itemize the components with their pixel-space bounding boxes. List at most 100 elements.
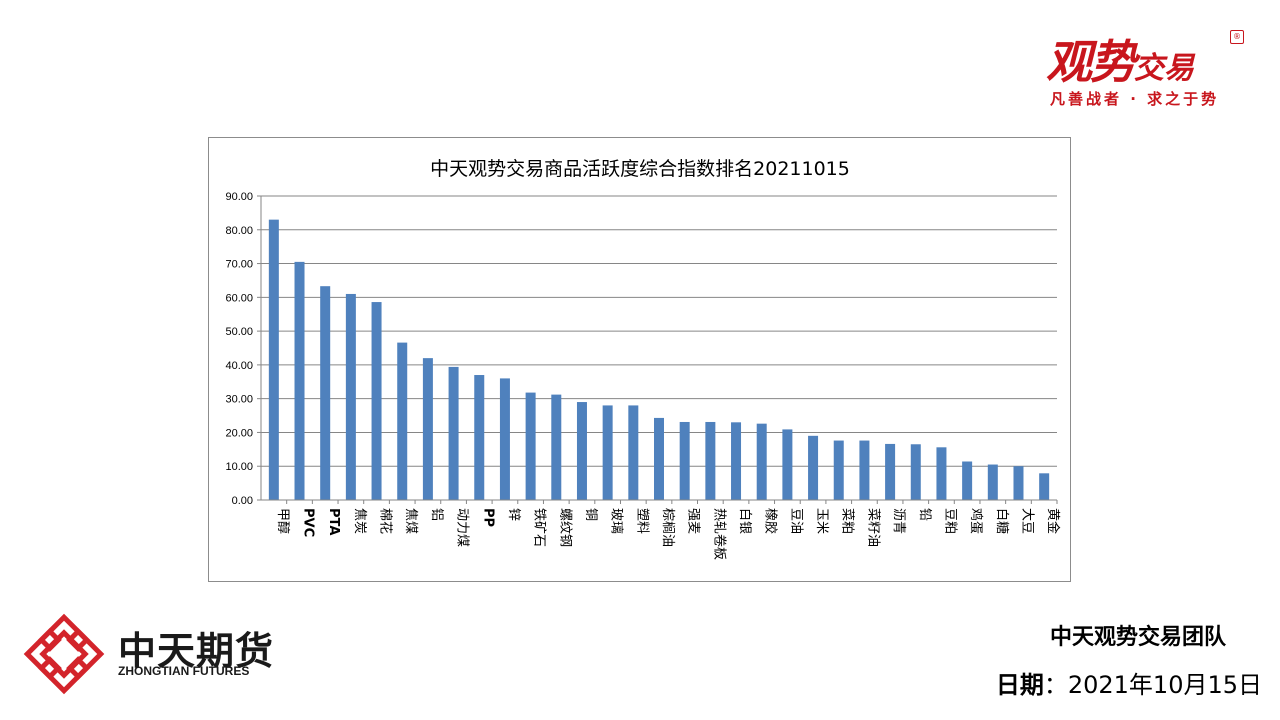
y-tick-label: 20.00 <box>225 427 253 439</box>
emblem-square <box>37 627 62 652</box>
date-value: 2021年10月15日 <box>1067 671 1262 699</box>
y-tick-label: 0.00 <box>232 495 253 507</box>
x-tick-label: 橡胶 <box>763 508 779 534</box>
company-emblem-icon <box>23 613 105 695</box>
x-tick-label: 沥青 <box>891 508 906 534</box>
x-tick-label: 塑料 <box>634 508 649 534</box>
company-logo: 中天期货 ZHONGTIAN FUTURES <box>22 612 282 698</box>
x-tick-label: 黄金 <box>1045 508 1061 534</box>
bar <box>422 358 433 500</box>
brand-title-small: 交易 <box>1134 51 1194 86</box>
y-tick-label: 40.00 <box>225 360 253 372</box>
x-axis-labels: 甲醇 PVC PTA 焦炭 棉花 焦煤铝动力煤 PP 锌铁矿石 螺纹钢铜玻璃 塑料 棕榈油 强麦 热轧卷… <box>275 500 1061 560</box>
x-tick-label: 豆油 <box>788 508 803 534</box>
y-tick-label: 10.00 <box>225 461 253 473</box>
bar <box>628 405 639 500</box>
x-tick-label: 玻璃 <box>609 508 624 534</box>
bars <box>268 219 1050 500</box>
y-tick-label: 60.00 <box>225 292 253 304</box>
x-tick-label: 棉花 <box>378 508 394 534</box>
bar <box>525 392 536 500</box>
x-tick-label: 焦煤 <box>403 508 418 534</box>
bar <box>782 429 793 500</box>
brand-registered-mark: ® <box>1230 30 1244 44</box>
company-name: 中天期货 <box>118 629 275 673</box>
x-tick-label: 螺纹钢 <box>557 508 572 547</box>
bar <box>654 417 664 500</box>
bar <box>705 421 716 500</box>
bar-chart: 中天观势交易商品活跃度综合指数排名20211015 0.00 10.00 20.00… <box>225 158 1061 560</box>
x-tick-label: 大豆 <box>1019 508 1034 534</box>
x-tick-label: 强麦 <box>686 508 701 534</box>
emblem-square <box>66 656 91 681</box>
x-tick-label: 甲醇 <box>275 508 291 534</box>
bar <box>448 366 459 500</box>
x-tick-label: 锌 <box>506 508 521 521</box>
company-name-en: ZHONGTIAN FUTURES <box>118 664 250 678</box>
x-tick-label: 铁矿石 <box>532 508 547 547</box>
emblem-square <box>37 656 62 681</box>
y-axis-ticks: 0.00 10.00 20.00 30.00 40.00 50.00 60.00 70.00 8… <box>225 191 261 507</box>
bar <box>808 435 819 500</box>
bar <box>679 421 690 500</box>
brand-title-big: 观势 <box>1046 35 1136 89</box>
date-label: 日期 <box>995 671 1044 699</box>
bar <box>268 219 279 500</box>
date-separator: ： <box>1043 671 1068 699</box>
brand-title: 观势交易 <box>1046 26 1194 92</box>
x-tick-label: PP <box>480 508 495 527</box>
date-line: 日期：2021年10月15日 <box>996 665 1262 700</box>
bar <box>320 286 331 500</box>
bar <box>987 464 998 500</box>
bar <box>345 293 356 500</box>
x-tick-label: 热轧卷板 <box>711 508 727 560</box>
bar <box>859 440 870 500</box>
bar <box>602 405 613 500</box>
bar <box>731 422 742 500</box>
bar <box>833 440 844 500</box>
chart-title: 中天观势交易商品活跃度综合指数排名20211015 <box>430 158 850 180</box>
x-tick-label: 铜 <box>583 508 598 521</box>
x-tick-label: 动力煤 <box>455 508 470 547</box>
x-tick-label: 铅 <box>917 508 932 521</box>
y-tick-label: 50.00 <box>225 326 253 338</box>
bar <box>551 394 562 500</box>
x-tick-label: 铝 <box>429 508 444 521</box>
x-tick-label: 棕榈油 <box>660 508 675 547</box>
y-tick-label: 80.00 <box>225 225 253 237</box>
bar <box>371 302 382 500</box>
bar <box>962 461 973 500</box>
x-tick-label: 焦炭 <box>352 508 367 534</box>
bar <box>756 423 767 500</box>
y-tick-label: 90.00 <box>225 191 253 203</box>
x-tick-label: PVC <box>301 508 316 537</box>
x-tick-label: 菜籽油 <box>865 508 880 547</box>
x-tick-label: 白银 <box>737 508 753 534</box>
y-tick-label: 70.00 <box>225 259 253 271</box>
bar <box>1013 466 1024 500</box>
bar <box>885 443 896 500</box>
bar <box>397 342 408 500</box>
brand-slogan: 凡善战者 · 求之于势 <box>1050 90 1220 108</box>
bar <box>576 402 587 500</box>
bar <box>499 378 510 500</box>
emblem-square <box>66 627 91 652</box>
x-tick-label: 鸡蛋 <box>968 508 984 534</box>
chart-frame: 中天观势交易商品活跃度综合指数排名20211015 0.00 10.00 20.00… <box>208 137 1071 582</box>
bar <box>936 447 947 500</box>
emblem-square <box>23 613 105 695</box>
x-tick-label: PTA <box>326 508 341 535</box>
x-tick-label: 白糖 <box>994 508 1010 534</box>
team-name: 中天观势交易团队 <box>1049 625 1226 650</box>
y-tick-label: 30.00 <box>225 394 253 406</box>
x-tick-label: 豆粕 <box>942 508 957 534</box>
x-tick-label: 菜粕 <box>840 508 855 534</box>
bar <box>474 375 485 500</box>
gridlines <box>261 195 1057 467</box>
bar <box>294 261 305 500</box>
emblem-square <box>39 629 89 679</box>
brand-logo: 观势交易 ® 凡善战者 · 求之于势 <box>1040 22 1250 112</box>
x-tick-label: 玉米 <box>814 508 829 534</box>
bar <box>910 444 921 500</box>
bar <box>1039 473 1050 500</box>
